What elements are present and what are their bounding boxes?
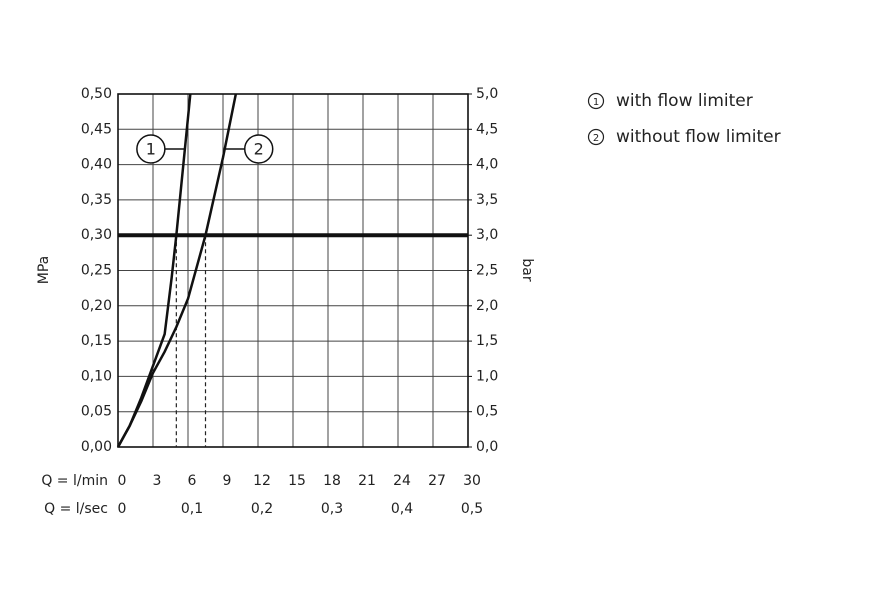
- y2-tick-label: 2,5: [476, 263, 498, 279]
- y-tick-label: 0,25: [81, 263, 112, 279]
- y2-axis-label: bar: [519, 258, 535, 281]
- x-axis-label: Q = l/min: [41, 473, 108, 489]
- x-tick-label: 30: [463, 473, 481, 489]
- curve-label: 1: [146, 140, 156, 159]
- x-tick-label: 9: [223, 473, 232, 489]
- x2-tick-label: 0,2: [251, 501, 273, 517]
- label-circle: [136, 134, 166, 164]
- x-tick-label: 6: [188, 473, 197, 489]
- y-tick-label: 0,40: [81, 157, 112, 173]
- y-tick-label: 0,20: [81, 298, 112, 314]
- y-tick-label: 0,30: [81, 227, 112, 243]
- legend-symbol-label: 1: [593, 97, 599, 108]
- y-tick-label: 0,45: [81, 121, 112, 137]
- x-tick-label: 18: [323, 473, 341, 489]
- y2-tick-label: 3,5: [476, 192, 498, 208]
- x2-tick-label: 0,3: [321, 501, 343, 517]
- y2-tick-label: 2,0: [476, 298, 498, 314]
- y-tick-label: 0,00: [81, 439, 112, 455]
- legend-symbol: [587, 92, 605, 110]
- x-tick-label: 3: [153, 473, 162, 489]
- y-tick-label: 0,10: [81, 368, 112, 384]
- y-axis-label: MPa: [36, 256, 52, 284]
- x2-axis-label: Q = l/sec: [44, 501, 108, 517]
- y2-tick-label: 1,0: [476, 368, 498, 384]
- x-tick-label: 0: [118, 473, 127, 489]
- x-tick-label: 21: [358, 473, 376, 489]
- y-tick-label: 0,15: [81, 333, 112, 349]
- y-tick-label: 0,05: [81, 404, 112, 420]
- legend-symbol: [587, 128, 605, 146]
- legend-entry: with flow limiter: [616, 91, 753, 111]
- x-tick-label: 12: [253, 473, 271, 489]
- label-circle: [243, 134, 274, 164]
- x2-tick-label: 0,1: [181, 501, 203, 517]
- series-line: [116, 93, 238, 448]
- y2-tick-label: 4,0: [476, 157, 498, 173]
- y2-tick-label: 5,0: [476, 86, 498, 102]
- x2-tick-label: 0,5: [461, 501, 483, 517]
- curve-label: 2: [254, 140, 264, 159]
- legend-entry: without flow limiter: [616, 127, 781, 147]
- y-tick-label: 0,35: [81, 192, 112, 208]
- y2-tick-label: 1,5: [476, 333, 498, 349]
- y2-tick-label: 0,0: [476, 439, 498, 455]
- y-tick-label: 0,50: [81, 86, 112, 102]
- x-tick-label: 27: [428, 473, 446, 489]
- x2-tick-label: 0: [118, 501, 127, 517]
- x2-tick-label: 0,4: [391, 501, 413, 517]
- x-tick-label: 24: [393, 473, 411, 489]
- y2-tick-label: 0,5: [476, 404, 498, 420]
- x-tick-label: 15: [288, 473, 306, 489]
- y2-tick-label: 4,5: [476, 121, 498, 137]
- legend-symbol-label: 2: [593, 133, 599, 144]
- y2-tick-label: 3,0: [476, 227, 498, 243]
